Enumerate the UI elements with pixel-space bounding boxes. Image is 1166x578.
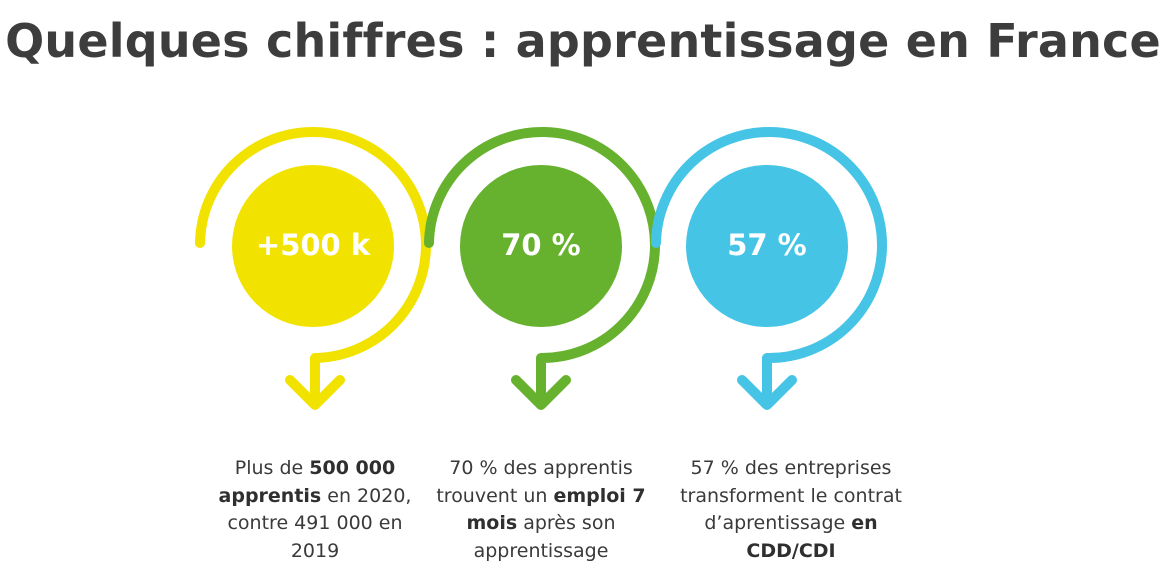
yellow-arrow-ring <box>195 127 431 410</box>
stat-value-3: 57 % <box>727 228 807 262</box>
stat-caption-2: 70 % des apprentis trouvent un emploi 7 … <box>436 457 646 562</box>
yellow-value-circle <box>232 165 394 327</box>
green-value-circle <box>460 165 622 327</box>
stat-value-2: 70 % <box>501 228 581 262</box>
blue-value-circle <box>686 165 848 327</box>
page-title: Quelques chiffres : apprentissage en Fra… <box>5 14 1161 68</box>
stat-caption-3: 57 % des entreprises transforment le con… <box>680 457 902 562</box>
green-arrow-ring <box>424 127 660 410</box>
stat-caption-1: Plus de 500 000 apprentis en 2020, contr… <box>218 457 412 562</box>
blue-arrow-ring <box>651 127 887 410</box>
stat-value-1: +500 k <box>255 228 371 262</box>
